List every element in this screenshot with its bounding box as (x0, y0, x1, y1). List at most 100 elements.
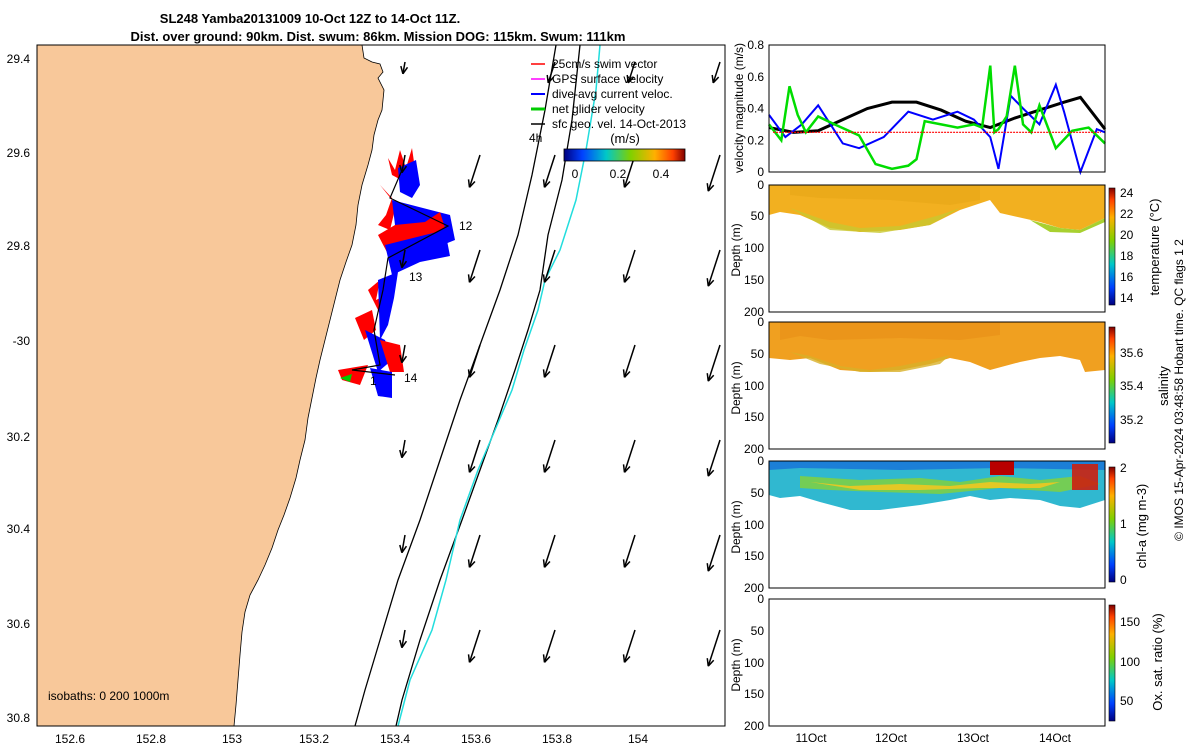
chlorophyll-ylabel: Depth (m) (729, 500, 743, 553)
geo-vector-arrowhead (706, 468, 710, 477)
oxygen-ylabel: Depth (m) (729, 638, 743, 691)
temperature-panel: 0 50 100 150 200 Depth (m) 14 16 18 20 2… (729, 178, 1162, 319)
geo-vector-arrowhead (542, 369, 546, 378)
temperature-y-ticks: 0 50 100 150 200 (744, 178, 764, 319)
track-label-13: 13 (409, 270, 423, 284)
geo-vector-arrowhead (468, 180, 476, 188)
lon-tick: 152.6 (55, 732, 85, 746)
time-tick: 12Oct (875, 731, 908, 745)
chlorophyll-cb-tick: 2 (1120, 461, 1127, 475)
depth-tick: 0 (757, 315, 764, 329)
geo-vector-arrow (468, 629, 481, 663)
oxygen-cb-tick: 150 (1120, 615, 1140, 629)
temperature-cb-tick: 16 (1120, 270, 1134, 284)
lon-tick: 153.2 (299, 732, 329, 746)
geo-vector-arrowhead (622, 369, 626, 378)
map-legend: 25cm/s swim vector GPS surface velocity … (531, 57, 686, 131)
geo-vector-arrowhead (707, 279, 715, 287)
geo-vector-arrow (543, 534, 556, 568)
geo-vector-arrowhead (467, 654, 471, 663)
oxygen-y-ticks: 0 50 100 150 200 (744, 592, 764, 733)
geo-vector-arrow (707, 534, 721, 572)
time-axis: 11Oct 12Oct 13Oct 14Oct (795, 731, 1071, 745)
oxygen-cb-tick: 50 (1120, 694, 1134, 708)
geo-vector-arrowhead (623, 275, 631, 283)
speed-tick-0.2: 0.2 (610, 167, 627, 181)
geo-vector-arrowhead (622, 464, 626, 473)
chlorophyll-cb-tick: 1 (1120, 517, 1127, 531)
geo-vector-arrowhead (623, 465, 631, 473)
geo-vector-arrowhead (547, 76, 555, 84)
geo-vector-arrowhead (706, 278, 710, 287)
glider-track (338, 148, 455, 398)
depth-tick: 150 (744, 687, 764, 701)
map-frame (36, 44, 726, 727)
geo-vector-arrowhead (468, 560, 476, 568)
geo-vector-arrow (401, 534, 406, 553)
time-tick: 13Oct (957, 731, 990, 745)
geo-vector-arrow (623, 534, 636, 568)
title-line-1: SL248 Yamba20131009 10-Oct 12Z to 14-Oct… (160, 11, 460, 26)
oxygen-colorbar (1108, 604, 1116, 722)
salinity-colorbar (1108, 326, 1116, 444)
geo-vector-arrowhead (467, 369, 471, 378)
lon-tick: 153.8 (542, 732, 572, 746)
geo-vector-arrow (402, 61, 406, 74)
geo-vector-arrow (627, 61, 636, 84)
geo-vector-arrowhead (623, 180, 631, 188)
track-label-14: 14 (404, 371, 418, 385)
temperature-cb-tick: 24 (1120, 186, 1134, 200)
geo-vector-arrowhead (543, 560, 551, 568)
geo-vector-arrowhead (542, 654, 546, 663)
depth-tick: 200 (744, 581, 764, 595)
title-line-2: Dist. over ground: 90km. Dist. swum: 86k… (131, 29, 626, 44)
geo-vector-arrowhead (542, 559, 546, 568)
oxygen-cb-label: Ox. sat. ratio (%) (1150, 613, 1165, 711)
temperature-cb-tick: 14 (1120, 291, 1134, 305)
temperature-cb-tick: 22 (1120, 207, 1134, 221)
geo-vector-arrowhead (401, 545, 408, 554)
geo-vector-arrowhead (542, 274, 546, 283)
geo-vector-arrowhead (623, 655, 631, 663)
geo-vector-arrow (707, 154, 721, 192)
track-label-12: 12 (459, 219, 473, 233)
salinity-cb-tick: 35.6 (1120, 346, 1144, 360)
geo-vector-arrowhead (707, 564, 715, 572)
geo-vector-arrowhead (711, 74, 714, 84)
lon-tick: 153.4 (380, 732, 410, 746)
geo-vector-arrow (543, 439, 556, 473)
lat-tick: 29.4 (7, 52, 31, 66)
geo-vector-arrowhead (399, 259, 403, 268)
velocity-frame (768, 44, 1106, 173)
chlorophyll-colorbar (1108, 466, 1116, 583)
geo-vector-arrow (468, 439, 481, 473)
land-mass (36, 44, 385, 727)
geo-vector-arrowhead (543, 655, 551, 663)
depth-tick: 50 (751, 486, 765, 500)
geo-vector-arrow (401, 439, 406, 458)
geo-vector-arrow (707, 439, 721, 477)
lat-tick: 29.8 (7, 239, 31, 253)
velocity-panel: 0 0.2 0.4 0.6 0.8 velocity magnitude (m/s) (732, 38, 1107, 179)
lon-tick: 154 (628, 732, 648, 746)
salinity-cb-label: salinity (1156, 366, 1171, 406)
depth-tick: 150 (744, 410, 764, 424)
geo-vector-arrowhead (401, 355, 408, 364)
copyright-note: © IMOS 15-Apr-2024 03:48:58 Hobart time.… (1172, 239, 1186, 541)
geo-vector-arrowhead (707, 469, 715, 477)
velocity-series-line (768, 95, 1107, 134)
depth-tick: 0 (757, 592, 764, 606)
geo-vector-arrowhead (707, 659, 715, 667)
lon-ticks: 152.6 152.8 153 153.2 153.4 153.6 153.8 … (55, 732, 648, 746)
geo-vector-arrowhead (467, 559, 471, 568)
geo-vector-arrow (543, 154, 556, 188)
geo-vector-arrow (707, 344, 721, 382)
geo-vector-arrowhead (622, 274, 626, 283)
geo-vector-arrowhead (623, 560, 631, 568)
geo-vector-arrow (543, 344, 556, 378)
chlorophyll-y-ticks: 0 50 100 150 200 (744, 454, 764, 595)
geo-vector-arrowhead (627, 76, 635, 84)
geo-vector-arrowhead (401, 260, 408, 269)
geo-vector-arrowhead (712, 76, 720, 84)
